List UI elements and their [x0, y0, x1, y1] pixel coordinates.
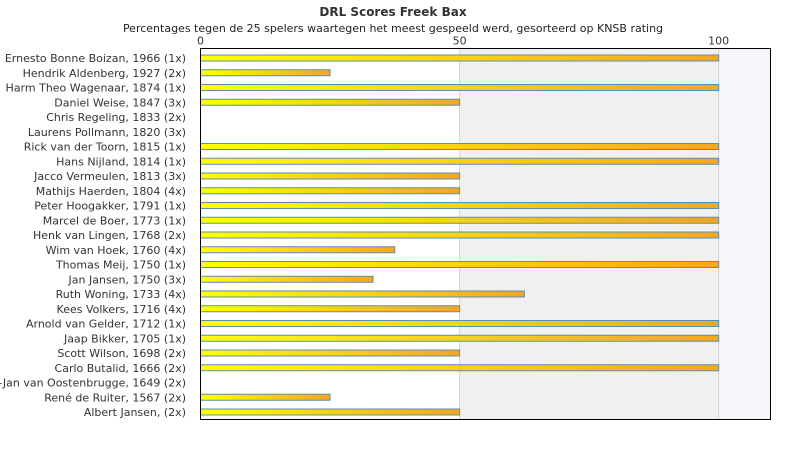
category-label: Thomas Meij, 1750 (1x) — [55, 259, 186, 272]
category-label: Jan Jansen, 1750 (3x) — [68, 273, 186, 286]
bar — [200, 261, 720, 268]
bar — [200, 364, 720, 372]
x-tick-label: 100 — [708, 35, 729, 48]
bar — [200, 69, 331, 77]
bar — [200, 157, 720, 165]
bar — [200, 216, 720, 224]
bar — [200, 334, 720, 342]
bar — [200, 231, 720, 239]
category-label: Carlo Butalid, 1666 (2x) — [55, 362, 186, 375]
bar — [200, 172, 461, 180]
bar — [200, 98, 461, 106]
category-label: Albert Jansen, (2x) — [84, 406, 186, 419]
category-label: Wim van Hoek, 1760 (4x) — [46, 244, 186, 257]
category-label: Ernesto Bonne Boizan, 1966 (1x) — [5, 52, 186, 65]
category-label: Scott Wilson, 1698 (2x) — [57, 347, 186, 360]
x-tick-label: 0 — [197, 35, 204, 48]
chart-subtitle: Percentages tegen de 25 spelers waartege… — [122, 22, 664, 35]
category-label: Bert-Jan van Oostenbrugge, 1649 (2x) — [0, 377, 186, 390]
category-label: Jaap Bikker, 1705 (1x) — [63, 332, 186, 345]
category-label: Ruth Woning, 1733 (4x) — [56, 288, 186, 301]
bar — [200, 290, 525, 298]
category-label: Marcel de Boer, 1773 (1x) — [43, 214, 186, 227]
x-tick-label: 50 — [453, 35, 467, 48]
category-label: Kees Volkers, 1716 (4x) — [57, 303, 186, 316]
bar — [200, 187, 461, 195]
category-label: Mathijs Haerden, 1804 (4x) — [36, 185, 186, 198]
bar — [200, 349, 461, 357]
category-label: Harm Theo Wagenaar, 1874 (1x) — [6, 82, 186, 95]
bar — [200, 320, 720, 327]
category-label: Rick van der Toorn, 1815 (1x) — [24, 141, 186, 154]
category-label: Daniel Weise, 1847 (3x) — [54, 96, 186, 109]
category-label: Henk van Lingen, 1768 (2x) — [33, 229, 186, 242]
category-label: Arnold van Gelder, 1712 (1x) — [26, 318, 186, 331]
bar — [200, 246, 396, 254]
grid-band — [718, 48, 771, 420]
category-label: Hans Nijland, 1814 (1x) — [56, 155, 186, 168]
x-tick-labels: 0 50 100 — [197, 35, 729, 48]
bar — [200, 275, 374, 283]
bar — [200, 54, 720, 62]
category-label: Peter Hoogakker, 1791 (1x) — [34, 200, 186, 213]
category-label: René de Ruiter, 1567 (2x) — [44, 391, 186, 404]
bar — [200, 408, 461, 416]
category-label: Hendrik Aldenberg, 1927 (2x) — [23, 67, 186, 80]
category-label: Jacco Vermeulen, 1813 (3x) — [33, 170, 186, 183]
plot-frame — [200, 48, 771, 420]
bar — [200, 202, 720, 209]
bar — [200, 143, 720, 150]
bar — [200, 305, 461, 313]
chart-title: DRL Scores Freek Bax — [319, 5, 467, 19]
category-label: Laurens Pollmann, 1820 (3x) — [28, 126, 186, 139]
bar — [200, 84, 720, 91]
category-labels: Ernesto Bonne Boizan, 1966 (1x) Hendrik A… — [0, 52, 186, 419]
bar — [200, 393, 331, 401]
category-label: Chris Regeling, 1833 (2x) — [46, 111, 186, 124]
